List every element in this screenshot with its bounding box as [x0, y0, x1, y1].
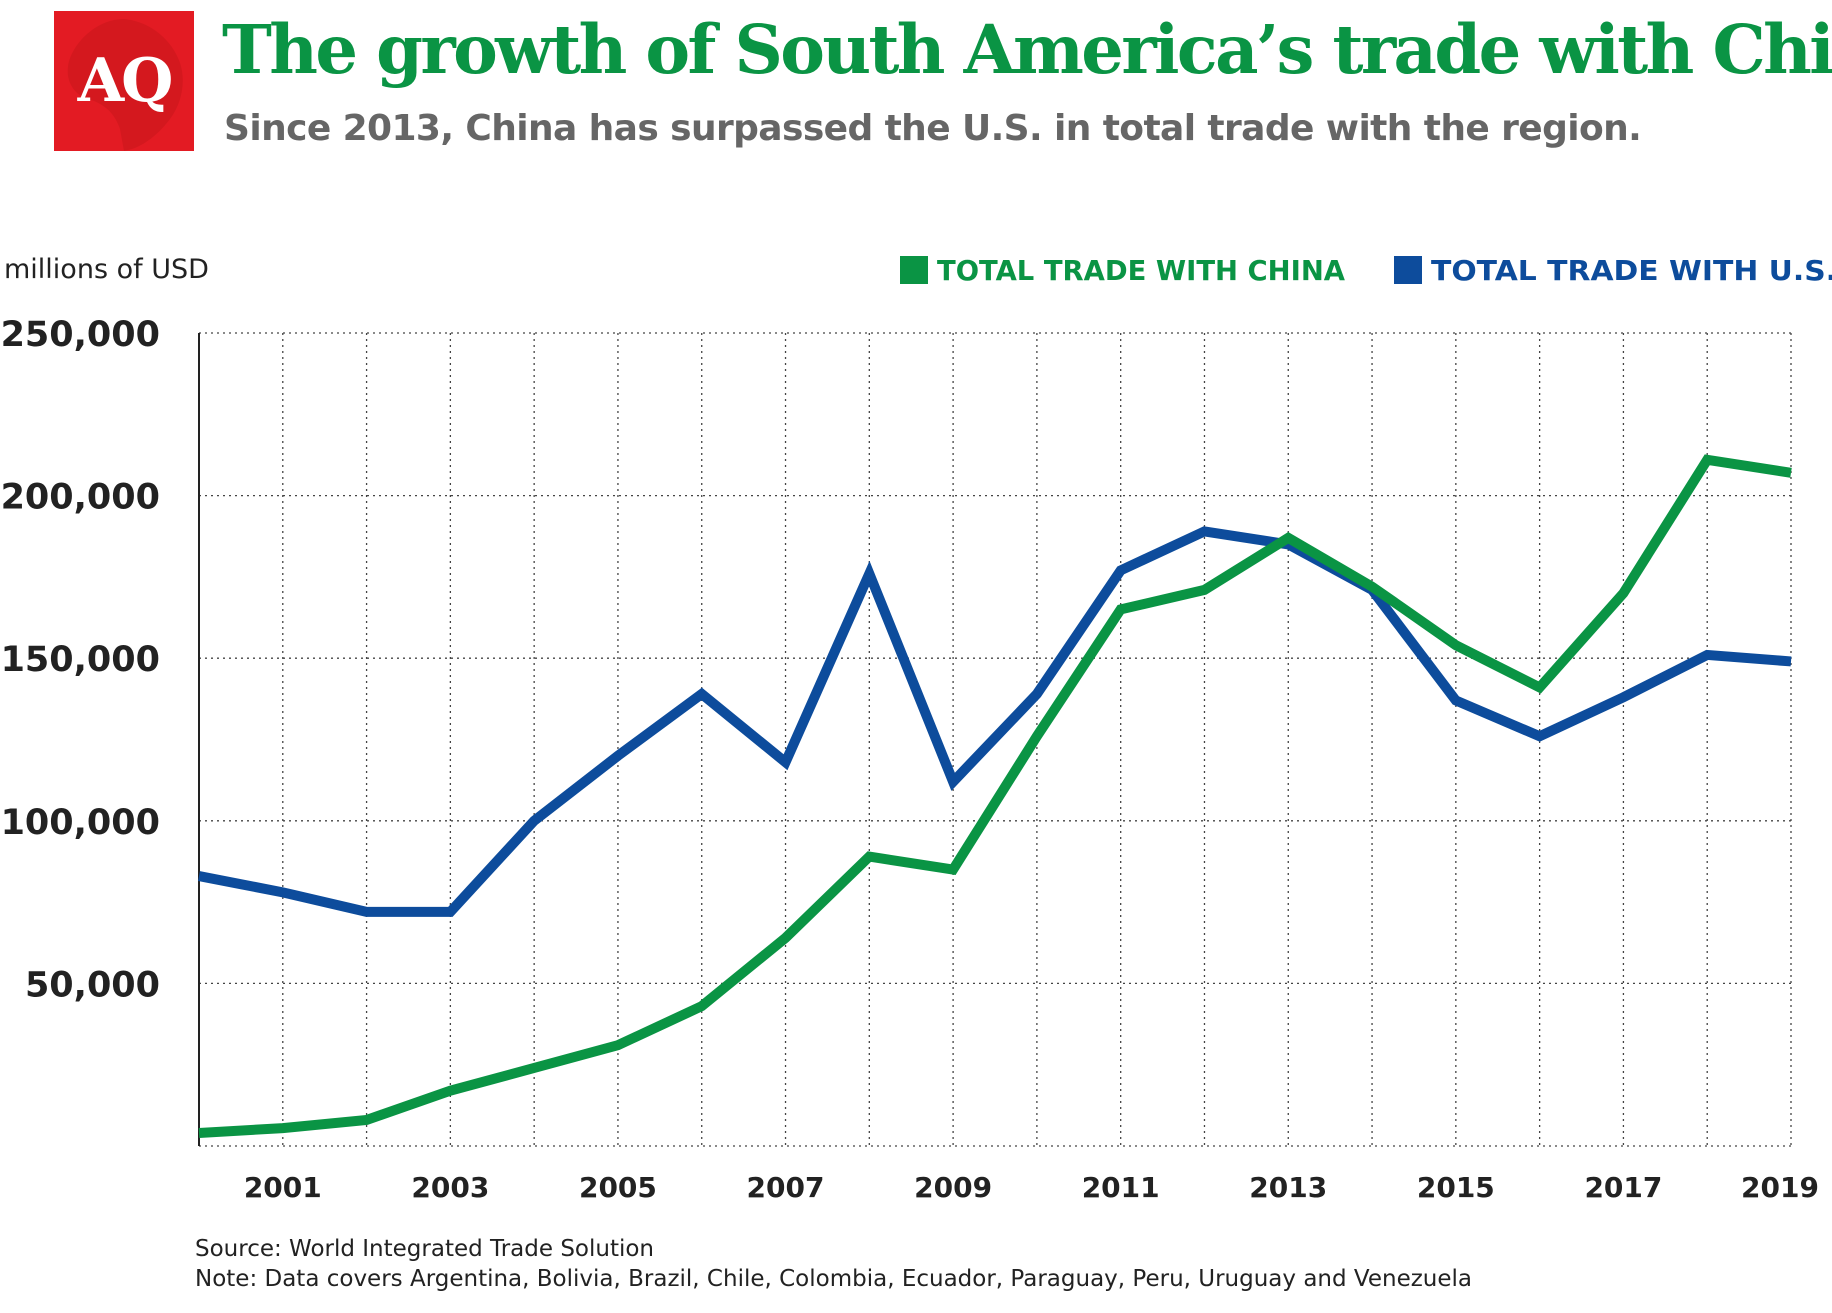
x-tick-label: 2019: [1741, 1171, 1819, 1204]
logo-text: AQ: [77, 46, 174, 116]
coverage-note: Note: Data covers Argentina, Bolivia, Br…: [195, 1266, 1473, 1292]
x-tick-label: 2003: [411, 1171, 489, 1204]
x-tick-label: 2005: [579, 1171, 657, 1204]
y-axis-label: millions of USD: [4, 254, 209, 285]
chart-title: The growth of South America’s trade with…: [222, 10, 1832, 89]
series-line-1: [198, 526, 1792, 917]
series-lines: [198, 454, 1792, 1138]
x-tick-label: 2011: [1082, 1171, 1160, 1204]
grid: [198, 332, 1792, 1147]
map-watermark-icon: [67, 19, 183, 151]
x-axis-ticks: 2001 2003 2005 2007 2009 2011 2013 2015 2017 2019: [244, 1171, 1819, 1204]
y-tick-label: 150,000: [1, 640, 160, 680]
y-tick-label: 250,000: [1, 315, 160, 355]
source-note: Source: World Integrated Trade Solution: [195, 1236, 655, 1262]
chart-subtitle: Since 2013, China has surpassed the U.S.…: [224, 108, 1642, 149]
y-tick-label: 200,000: [1, 478, 160, 518]
y-tick-label: 100,000: [1, 803, 160, 843]
x-tick-label: 2007: [747, 1171, 825, 1204]
series-line-0: [198, 454, 1792, 1138]
legend-label: TOTAL TRADE WITH CHINA: [937, 254, 1345, 287]
legend: TOTAL TRADE WITH CHINA TOTAL TRADE WITH U…: [900, 254, 1832, 287]
x-tick-label: 2009: [914, 1171, 992, 1204]
y-axis-ticks: 250,000 200,000 150,000 100,000 50,000: [1, 315, 160, 1005]
footer: Source: World Integrated Trade Solution …: [195, 1234, 1472, 1294]
y-tick-label: 50,000: [25, 965, 160, 1005]
x-tick-label: 2017: [1584, 1171, 1662, 1204]
aq-logo: AQ: [54, 11, 194, 151]
legend-swatch: [1394, 256, 1422, 284]
legend-swatch: [900, 256, 928, 284]
x-tick-label: 2015: [1417, 1171, 1495, 1204]
x-tick-label: 2001: [244, 1171, 322, 1204]
legend-label: TOTAL TRADE WITH U.S.: [1431, 254, 1832, 287]
x-tick-label: 2013: [1249, 1171, 1327, 1204]
